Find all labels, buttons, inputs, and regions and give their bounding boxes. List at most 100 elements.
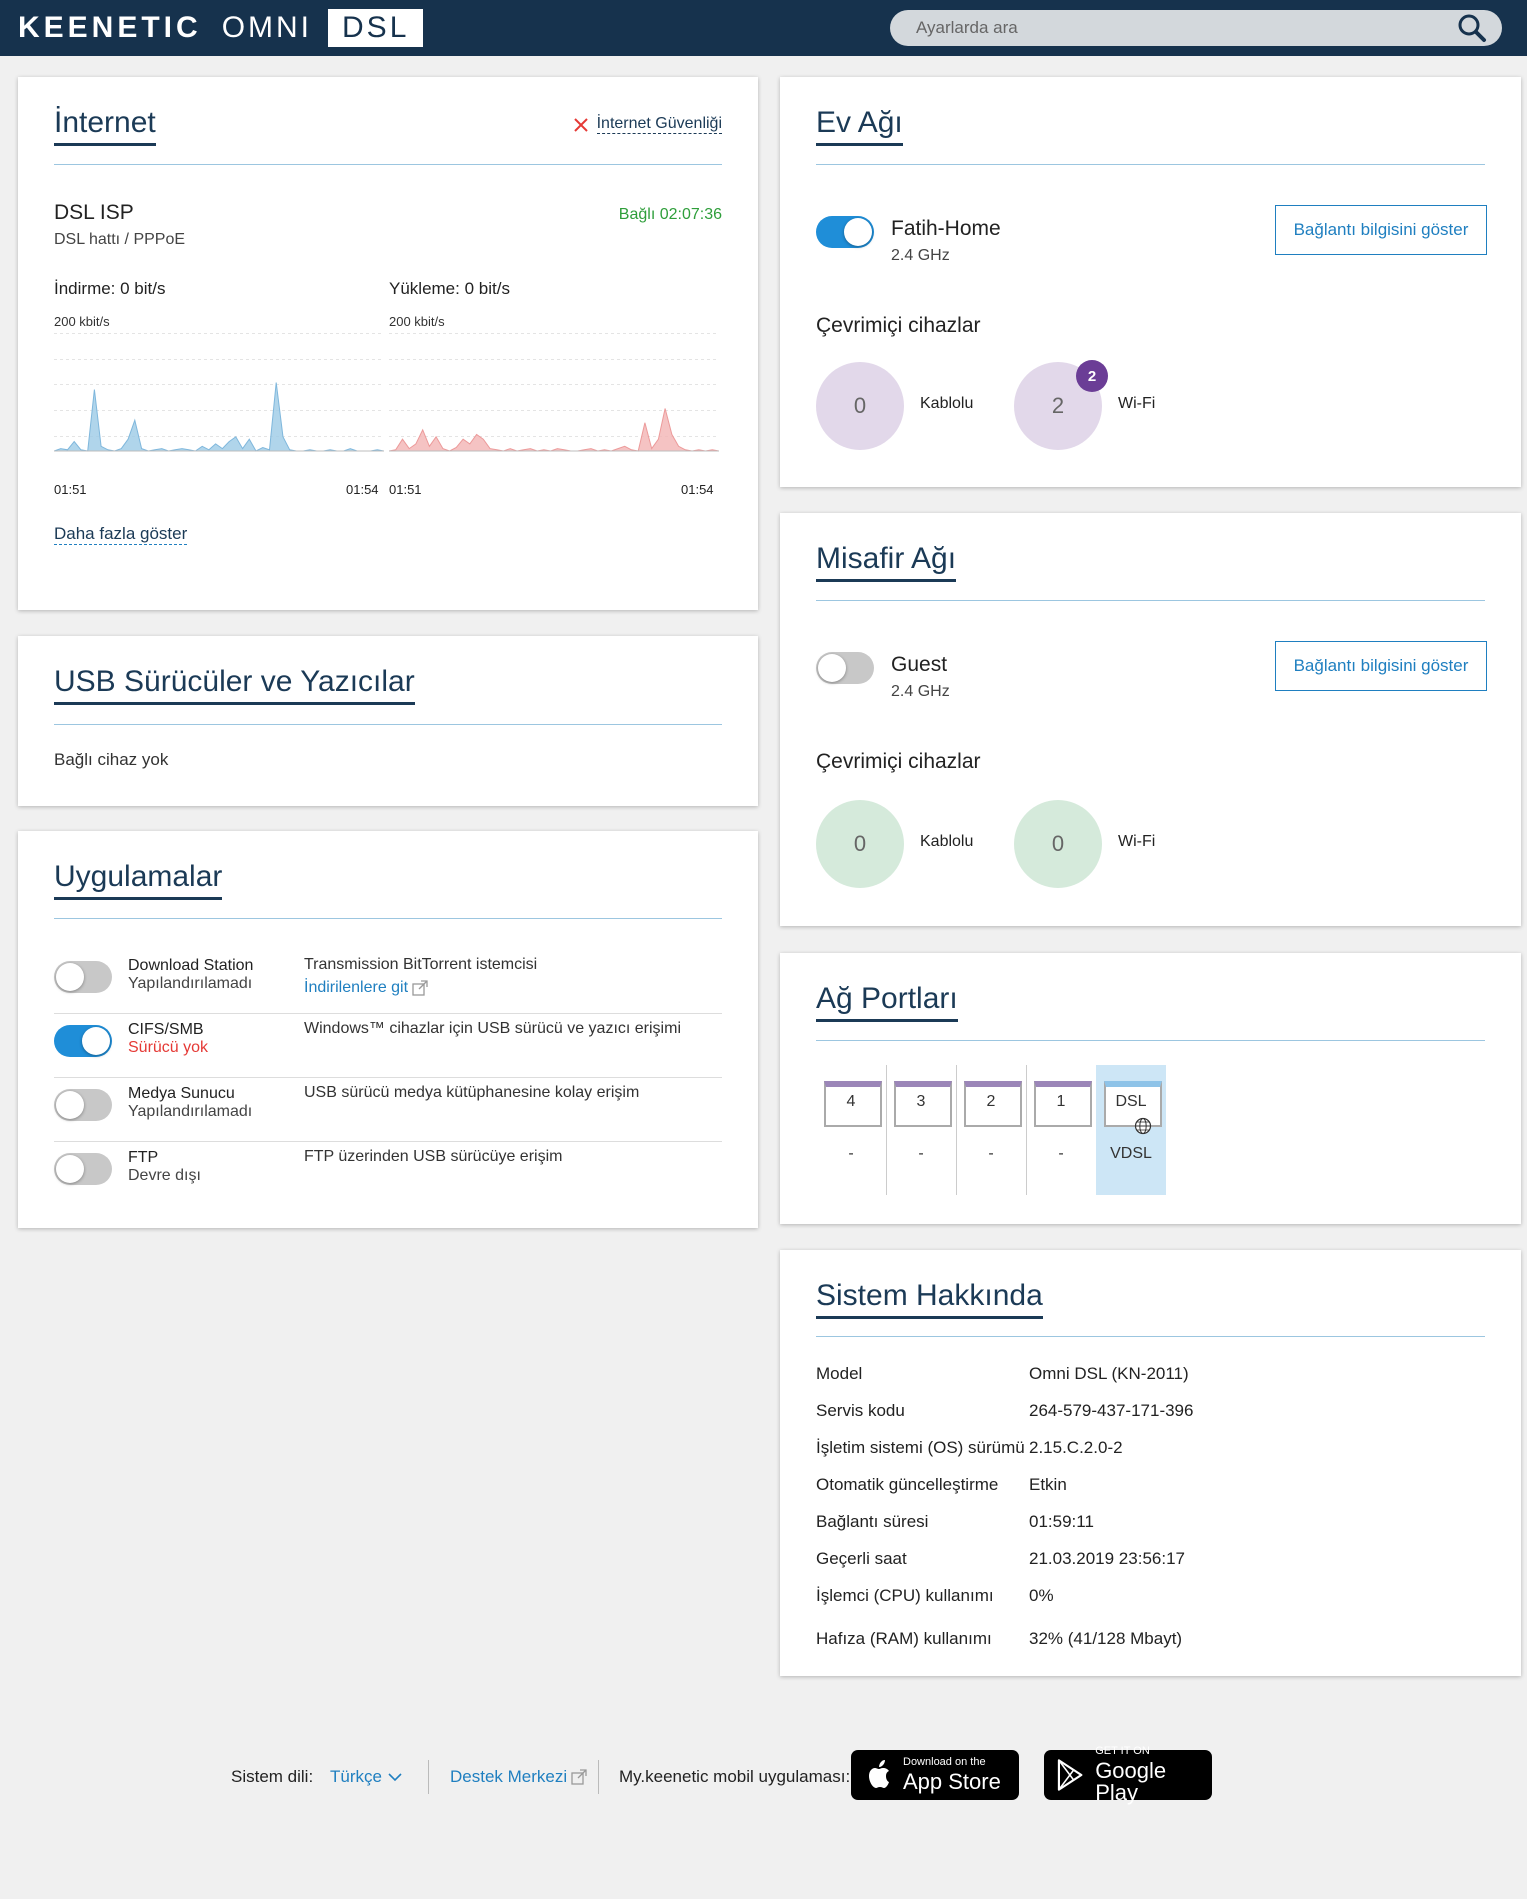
app-store-button[interactable]: Download on the App Store xyxy=(851,1750,1019,1800)
language-select[interactable]: Türkçe xyxy=(330,1767,402,1787)
logo-variant: DSL xyxy=(328,9,424,47)
guest-wired-count[interactable]: 0 xyxy=(816,800,904,888)
keenetic-logo[interactable]: KEENETIC OMNI DSL xyxy=(18,8,424,48)
isp-name: DSL ISP xyxy=(54,201,134,224)
guest-network-title[interactable]: Misafir Ağı xyxy=(816,541,957,582)
google-play-button[interactable]: GET IT ON Google Play xyxy=(1044,1746,1212,1804)
search-icon[interactable] xyxy=(1456,12,1488,44)
app-store-text: App Store xyxy=(903,1769,1001,1794)
language-label: Sistem dili: xyxy=(231,1767,314,1786)
port-jack-icon xyxy=(824,1081,882,1127)
close-icon xyxy=(573,117,588,132)
system-title[interactable]: Sistem Hakkında xyxy=(816,1278,1043,1319)
google-play-text: Google Play xyxy=(1095,1758,1167,1805)
info-row-os-version: İşletim sistemi (OS) sürümü 2.15.C.2.0-2 xyxy=(816,1436,1123,1460)
lan-port-1[interactable]: 1 - xyxy=(1026,1065,1097,1195)
port-number: 1 xyxy=(1056,1093,1066,1110)
search-input[interactable] xyxy=(914,17,1456,39)
info-key: Hafıza (RAM) kullanımı xyxy=(816,1629,992,1648)
apps-card: Uygulamalar Download Station Yapılandırı… xyxy=(18,831,758,1228)
port-status: - xyxy=(1058,1145,1064,1162)
info-value: Etkin xyxy=(1029,1475,1067,1494)
guest-online-title: Çevrimiçi cihazlar xyxy=(816,750,981,773)
chart-line xyxy=(389,408,719,452)
google-play-icon xyxy=(1057,1759,1083,1791)
footer-divider xyxy=(428,1760,429,1794)
app-row-download-station: Download Station Yapılandırılamadı Trans… xyxy=(54,949,722,1014)
app-row-ftp: FTP Devre dışı FTP üzerinden USB sürücüy… xyxy=(54,1141,722,1205)
support-center-link[interactable]: Destek Merkezi xyxy=(450,1767,587,1787)
guest-connection-info-button[interactable]: Bağlantı bilgisini göster xyxy=(1275,641,1487,691)
app-name: CIFS/SMB xyxy=(128,1021,204,1038)
upload-time-start: 01:51 xyxy=(389,482,422,497)
info-key: Servis kodu xyxy=(816,1401,905,1420)
home-band: 2.4 GHz xyxy=(891,247,950,264)
ports-card: Ağ Portları 4 - 3 - 2 - 1 - DSL xyxy=(780,953,1521,1224)
info-key: Model xyxy=(816,1364,863,1383)
guest-ssid: Guest xyxy=(891,653,948,676)
app-status: Yapılandırılamadı xyxy=(128,975,253,992)
show-more-link[interactable]: Daha fazla göster xyxy=(54,524,188,545)
logo-brand: KEENETIC xyxy=(18,11,202,44)
app-name: FTP xyxy=(128,1149,159,1166)
info-key: İşletim sistemi (OS) sürümü xyxy=(816,1438,1025,1457)
title-divider xyxy=(54,724,722,725)
dsl-port[interactable]: DSL VDSL xyxy=(1096,1065,1166,1195)
downloads-link[interactable]: İndirilenlere git xyxy=(304,979,428,997)
app-name: Download Station xyxy=(128,957,254,974)
internet-security-link[interactable]: İnternet Güvenliği xyxy=(573,115,722,134)
media-server-toggle[interactable] xyxy=(54,1089,112,1121)
info-row-auto-update: Otomatik güncelleştirme Etkin xyxy=(816,1473,1067,1497)
info-row-uptime: Bağlantı süresi 01:59:11 xyxy=(816,1510,1094,1534)
port-jack-icon xyxy=(1104,1081,1162,1127)
lan-port-2[interactable]: 2 - xyxy=(956,1065,1027,1195)
guest-wifi-count[interactable]: 0 xyxy=(1014,800,1102,888)
guest-wifi-toggle[interactable] xyxy=(816,652,874,684)
download-time-end: 01:54 xyxy=(346,482,379,497)
home-wifi-toggle[interactable] xyxy=(816,216,874,248)
app-name: Medya Sunucu xyxy=(128,1085,235,1102)
port-number: 3 xyxy=(916,1093,926,1110)
apps-title[interactable]: Uygulamalar xyxy=(54,859,223,900)
upload-scale: 200 kbit/s xyxy=(389,314,445,329)
cifs-smb-toggle[interactable] xyxy=(54,1025,112,1057)
home-wired-count[interactable]: 0 xyxy=(816,362,904,450)
info-value: 21.03.2019 23:56:17 xyxy=(1029,1549,1185,1568)
google-play-small-text: GET IT ON xyxy=(1095,1745,1150,1757)
app-description: Transmission BitTorrent istemcisi xyxy=(304,956,538,973)
download-label: İndirme: 0 bit/s xyxy=(54,279,166,298)
info-value: 32% (41/128 Mbayt) xyxy=(1029,1629,1183,1648)
usb-empty-text: Bağlı cihaz yok xyxy=(54,750,169,769)
chart-area xyxy=(389,408,719,451)
info-key: Geçerli saat xyxy=(816,1549,907,1568)
port-jack-icon xyxy=(1034,1081,1092,1127)
upload-time-end: 01:54 xyxy=(681,482,714,497)
chart-area xyxy=(54,382,384,451)
port-number: 2 xyxy=(986,1093,996,1110)
info-row-cpu: İşlemci (CPU) kullanımı 0% xyxy=(816,1584,1054,1608)
lan-port-3[interactable]: 3 - xyxy=(886,1065,957,1195)
info-value: 0% xyxy=(1029,1586,1054,1605)
isp-type: DSL hattı / PPPoE xyxy=(54,231,186,248)
port-jack-icon xyxy=(964,1081,1022,1127)
apple-icon xyxy=(869,1760,889,1788)
home-connection-info-button[interactable]: Bağlantı bilgisini göster xyxy=(1275,205,1487,255)
home-ssid: Fatih-Home xyxy=(891,217,1001,240)
app-row-media-server: Medya Sunucu Yapılandırılamadı USB sürüc… xyxy=(54,1077,722,1142)
app-description: FTP üzerinden USB sürücüye erişim xyxy=(304,1148,563,1165)
lan-port-4[interactable]: 4 - xyxy=(816,1065,887,1195)
internet-title[interactable]: İnternet xyxy=(54,105,156,146)
home-network-title[interactable]: Ev Ağı xyxy=(816,105,903,146)
usb-title[interactable]: USB Sürücüler ve Yazıcılar xyxy=(54,664,415,705)
ftp-toggle[interactable] xyxy=(54,1153,112,1185)
security-link-label: İnternet Güvenliği xyxy=(596,115,722,134)
download-chart xyxy=(54,333,384,452)
internet-card: İnternet İnternet Güvenliği DSL ISP DSL … xyxy=(18,77,758,610)
ports-title[interactable]: Ağ Portları xyxy=(816,981,958,1022)
port-jack-icon xyxy=(894,1081,952,1127)
download-station-toggle[interactable] xyxy=(54,961,112,993)
port-number: 4 xyxy=(846,1093,856,1110)
app-status: Yapılandırılamadı xyxy=(128,1103,253,1120)
app-description: Windows™ cihazlar için USB sürücü ve yaz… xyxy=(304,1020,681,1037)
upload-label: Yükleme: 0 bit/s xyxy=(389,279,510,298)
